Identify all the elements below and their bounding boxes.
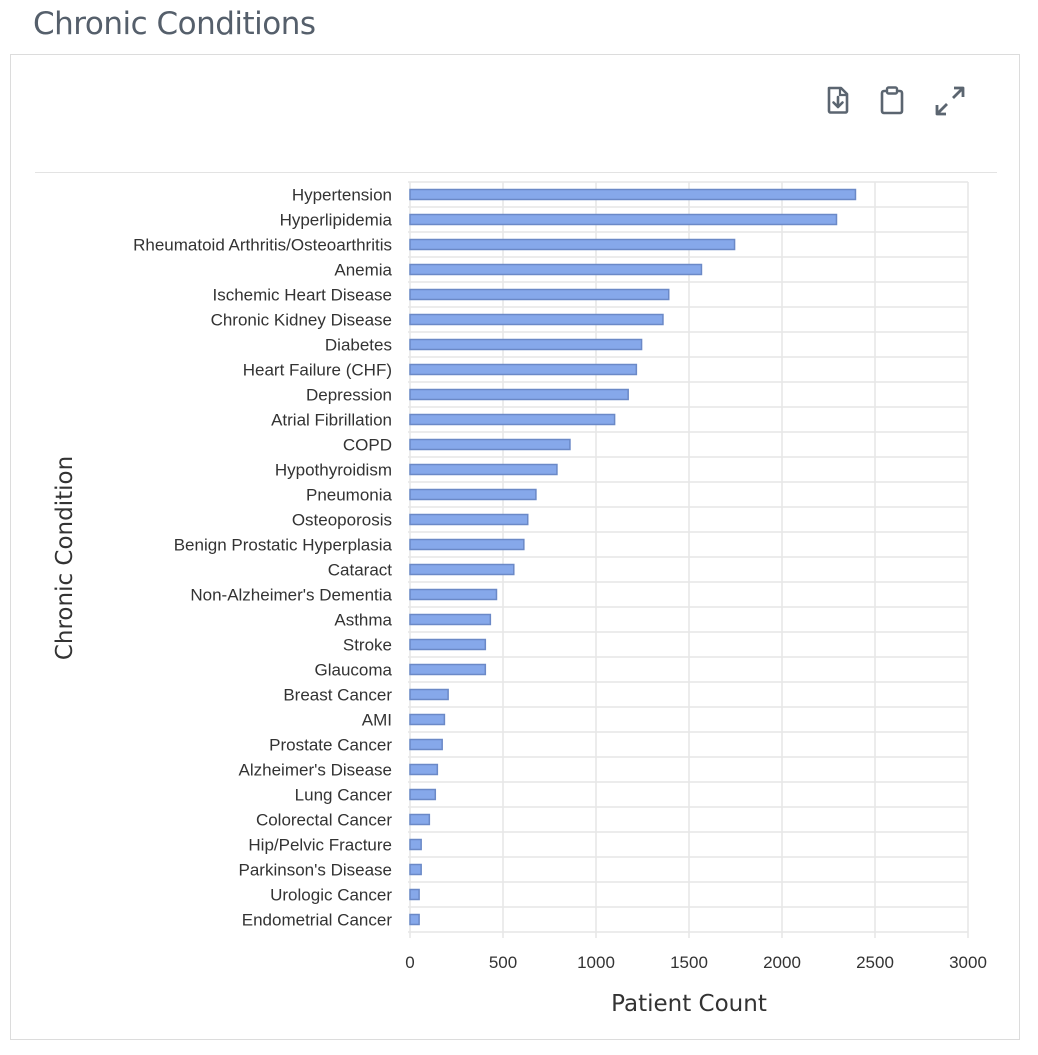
y-tick-label: Osteoporosis [292,511,392,530]
y-tick-label: Benign Prostatic Hyperplasia [174,536,393,555]
y-tick-label: Rheumatoid Arthritis/Osteoarthritis [133,236,392,255]
expand-icon [935,86,965,116]
x-tick-label: 2000 [763,953,801,972]
y-tick-label: Urologic Cancer [270,886,392,905]
y-tick-label: Lung Cancer [295,786,393,805]
y-tick-label: Stroke [343,636,392,655]
y-tick-label: Hip/Pelvic Fracture [248,836,392,855]
bar [409,538,525,551]
y-tick-label: Asthma [334,611,392,630]
bar [409,863,422,876]
y-tick-label: Diabetes [325,336,392,355]
expand-button[interactable] [933,84,965,116]
bar [409,263,703,276]
y-tick-label: Atrial Fibrillation [271,411,392,430]
y-tick-label: AMI [362,711,392,730]
bar [409,763,439,776]
bar [409,438,571,451]
bar [409,838,422,851]
y-tick-label: Heart Failure (CHF) [243,361,392,380]
bar [409,188,857,201]
y-tick-label: Colorectal Cancer [256,811,392,830]
bar [409,913,420,926]
bar [409,563,515,576]
bar [409,338,643,351]
copy-clipboard-button[interactable] [876,84,908,116]
page-title: Chronic Conditions [33,6,316,42]
y-tick-label: Chronic Kidney Disease [211,311,392,330]
bar [409,288,670,301]
y-tick-label: Glaucoma [315,661,393,680]
chart-card [10,54,1020,1040]
y-tick-label: Ischemic Heart Disease [212,286,392,305]
y-tick-label: Breast Cancer [283,686,392,705]
x-tick-label: 1000 [577,953,615,972]
y-tick-label: Cataract [328,561,393,580]
y-tick-label: Anemia [334,261,392,280]
clipboard-icon [880,86,904,115]
y-tick-label: Hypertension [292,186,392,205]
y-tick-label: Non-Alzheimer's Dementia [190,586,392,605]
y-tick-label: Endometrial Cancer [242,911,393,930]
y-tick-label: Prostate Cancer [269,736,392,755]
bar [409,488,537,501]
y-tick-label: Alzheimer's Disease [239,761,392,780]
bar [409,588,498,601]
y-tick-label: Hyperlipidemia [280,211,393,230]
y-tick-label: Parkinson's Disease [239,861,392,880]
download-button[interactable] [822,84,854,116]
bar [409,213,838,226]
bar [409,713,446,726]
bar [409,813,431,826]
bar [409,663,487,676]
bar [409,363,638,376]
bar [409,388,629,401]
bar [409,613,492,626]
x-tick-label: 1500 [670,953,708,972]
bar [409,788,437,801]
download-file-icon [827,86,849,114]
x-tick-label: 0 [405,953,414,972]
y-tick-label: Pneumonia [306,486,393,505]
x-axis-title: Patient Count [611,991,767,1017]
y-tick-label: Depression [306,386,392,405]
x-tick-label: 500 [489,953,517,972]
x-tick-label: 3000 [949,953,987,972]
bar [409,513,529,526]
bar [409,888,420,901]
bar [409,638,487,651]
bar [409,313,664,326]
bar [409,738,443,751]
bar [409,413,616,426]
y-axis-title: Chronic Condition [52,456,78,660]
bar [409,463,558,476]
y-tick-label: Hypothyroidism [275,461,392,480]
x-tick-label: 2500 [856,953,894,972]
bar [409,238,736,251]
divider [35,172,997,173]
y-tick-label: COPD [343,436,392,455]
bar [409,688,449,701]
